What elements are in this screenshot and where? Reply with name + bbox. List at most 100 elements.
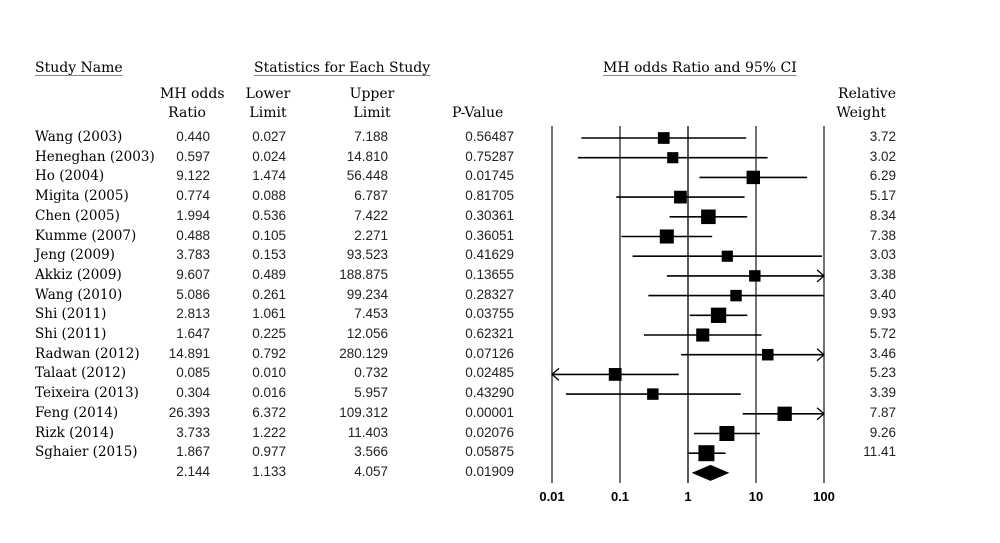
summary-odds-ratio: 2.144 (176, 463, 210, 479)
point-estimate-square (698, 445, 715, 462)
study-name: Ho (2004) (35, 168, 105, 185)
p-value: 0.56487 (465, 129, 514, 144)
p-value: 0.07126 (465, 345, 514, 361)
upper-limit-value: 7.453 (354, 306, 388, 322)
relative-weight-value: 11.41 (863, 444, 896, 460)
upper-limit-value: 7.188 (354, 129, 388, 144)
relative-weight-value: 3.38 (869, 266, 896, 282)
odds-ratio-value: 14.891 (168, 345, 210, 361)
odds-ratio-value: 1.647 (176, 326, 210, 341)
relative-weight-value: 6.29 (869, 168, 896, 184)
upper-limit-value: 56.448 (346, 168, 388, 184)
study-name: Feng (2014) (35, 404, 119, 421)
lower-limit-value: 0.010 (252, 365, 286, 381)
p-value: 0.01745 (465, 168, 514, 184)
relative-weight-value: 9.93 (869, 306, 896, 322)
relative-weight-value: 3.72 (869, 129, 896, 144)
study-name: Sghaier (2015) (35, 444, 138, 461)
study-name: Kumme (2007) (35, 227, 137, 244)
lower-limit-value: 0.088 (252, 188, 286, 204)
lower-limit-value: 0.977 (252, 444, 286, 460)
relative-weight-value: 3.02 (869, 148, 896, 164)
plot-gridlines (551, 126, 825, 483)
relative-weight-value: 8.34 (869, 207, 896, 223)
upper-limit-value: 5.957 (354, 385, 388, 401)
upper-limit-value: 3.566 (354, 444, 388, 460)
relative-weight-value: 5.23 (869, 365, 896, 381)
lower-limit-value: 0.261 (252, 286, 286, 302)
ci-arrow-right (816, 348, 825, 362)
point-estimate-square (730, 289, 742, 302)
study-name: Shi (2011) (35, 306, 107, 323)
study-name: Wang (2010) (35, 286, 123, 303)
point-estimate-square (710, 307, 727, 323)
p-value: 0.05875 (465, 444, 514, 460)
point-estimate-square (749, 270, 761, 282)
header-plot-title: MH odds Ratio and 95% CI (603, 60, 797, 76)
point-estimate-square (647, 388, 659, 400)
relative-weight-value: 3.03 (869, 247, 896, 263)
header-upper-line2: Limit (353, 105, 391, 121)
summary-diamond (691, 464, 730, 481)
x-tick-label: 0.01 (539, 489, 564, 504)
relative-weight-value: 7.87 (869, 404, 896, 420)
odds-ratio-value: 0.304 (176, 385, 210, 401)
lower-limit-value: 1.061 (252, 306, 286, 322)
upper-limit-value: 6.787 (354, 188, 388, 204)
lower-limit-value: 0.225 (252, 326, 286, 341)
point-estimate-square (657, 132, 670, 144)
lower-limit-value: 1.222 (252, 424, 286, 440)
upper-limit-value: 14.810 (346, 148, 388, 164)
p-value: 0.81705 (465, 188, 514, 204)
header-lower-line1: Lower (245, 86, 291, 102)
upper-limit-value: 99.234 (346, 286, 388, 302)
relative-weight-value: 3.46 (869, 345, 896, 361)
point-estimate-square (719, 425, 735, 442)
odds-ratio-value: 0.488 (176, 227, 210, 243)
lower-limit-value: 1.474 (252, 168, 286, 184)
upper-limit-value: 11.403 (347, 424, 388, 440)
point-estimate-square (659, 229, 674, 244)
relative-weight-value: 3.40 (869, 286, 896, 302)
summary-lower-limit: 1.133 (252, 463, 286, 479)
x-axis-tick-labels: 0.01 0.1 1 10 100 (539, 489, 835, 504)
header-p-value: P-Value (452, 105, 504, 121)
header-mh-odds-line2: Ratio (168, 105, 206, 121)
odds-ratio-value: 1.994 (176, 207, 210, 223)
odds-ratio-value: 3.733 (176, 424, 210, 440)
relative-weight-value: 5.17 (869, 188, 896, 204)
study-name: Chen (2005) (35, 207, 120, 224)
header-mh-odds-line1: MH odds (160, 86, 225, 102)
odds-ratio-value: 5.086 (176, 286, 210, 302)
upper-limit-value: 109.312 (339, 404, 388, 420)
summary-upper-limit: 4.057 (354, 463, 388, 479)
lower-limit-value: 6.372 (252, 404, 286, 420)
odds-ratio-value: 2.813 (176, 306, 210, 322)
lower-limit-value: 0.536 (252, 207, 286, 223)
relative-weight-value: 7.38 (869, 227, 896, 243)
p-value: 0.75287 (465, 148, 514, 164)
header-study-name: Study Name (35, 60, 123, 76)
odds-ratio-value: 26.393 (168, 404, 210, 420)
point-estimate-square (701, 209, 716, 225)
point-estimate-square (777, 406, 792, 421)
odds-ratio-value: 9.607 (176, 266, 210, 282)
lower-limit-value: 0.489 (252, 266, 286, 282)
header-weight-line2: Weight (836, 105, 886, 121)
point-estimate-square (667, 152, 679, 164)
p-value: 0.28327 (465, 286, 514, 302)
p-value: 0.00001 (465, 404, 514, 420)
point-estimate-square (608, 368, 622, 381)
relative-weight-value: 3.39 (869, 385, 896, 401)
odds-ratio-value: 9.122 (176, 168, 210, 184)
plot-marks (551, 132, 825, 481)
study-name: Talaat (2012) (35, 365, 127, 382)
p-value: 0.43290 (465, 385, 514, 401)
x-tick-label: 0.1 (611, 489, 629, 504)
odds-ratio-value: 0.597 (176, 148, 210, 164)
header-lower-line2: Limit (249, 105, 287, 121)
relative-weight-value: 9.26 (869, 424, 896, 440)
study-name: Jeng (2009) (35, 247, 115, 264)
